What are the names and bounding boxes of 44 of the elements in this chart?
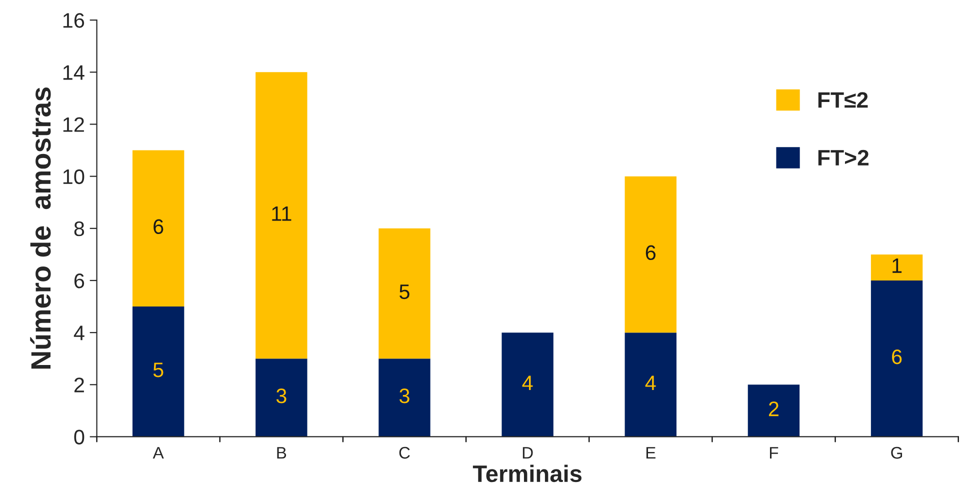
data-label: 6 — [154, 219, 164, 234]
bar — [132, 306, 184, 437]
x-tick-label: D — [522, 447, 533, 459]
bar — [870, 254, 923, 280]
data-label: 5 — [153, 362, 164, 378]
data-label: 2 — [768, 402, 778, 416]
data-label: 11 — [272, 206, 292, 221]
x-tick-label: A — [152, 447, 164, 459]
data-label: 6 — [892, 349, 902, 364]
bar — [502, 332, 554, 437]
y-axis-title: Número de amostras — [30, 88, 51, 369]
y-tick-label: 0 — [74, 430, 84, 444]
y-tick-label: 16 — [63, 13, 84, 28]
legend-label: FT≤2 — [818, 92, 868, 108]
x-tick-label: B — [277, 447, 286, 459]
data-label: 6 — [646, 245, 656, 260]
bar — [378, 228, 430, 359]
y-tick-label: 6 — [74, 273, 84, 288]
x-tick-label: E — [646, 447, 656, 459]
bar — [378, 358, 430, 437]
x-tick-label: G — [891, 446, 902, 459]
legend-label: FT>2 — [818, 150, 869, 166]
data-label: 3 — [399, 388, 410, 404]
bar — [256, 72, 308, 359]
y-tick-label: 12 — [63, 117, 84, 132]
bar — [624, 332, 676, 437]
bar — [256, 358, 308, 437]
data-label: 3 — [276, 388, 286, 404]
y-tick-label: 8 — [74, 221, 84, 236]
x-tick-label: C — [399, 446, 410, 459]
y-tick-label: 10 — [63, 169, 84, 184]
data-label: 1 — [892, 258, 902, 273]
bar — [624, 176, 676, 333]
x-tick-label: F — [770, 447, 778, 459]
y-tick-label: 2 — [74, 378, 84, 392]
bar — [870, 280, 923, 437]
bar — [132, 150, 184, 307]
data-label: 4 — [645, 376, 656, 390]
data-label: 5 — [400, 284, 410, 300]
bar — [748, 384, 800, 437]
y-tick-label: 14 — [63, 65, 84, 80]
data-label: 4 — [522, 376, 533, 390]
x-axis-title: Terminais — [472, 464, 582, 482]
y-tick-label: 4 — [74, 326, 84, 340]
